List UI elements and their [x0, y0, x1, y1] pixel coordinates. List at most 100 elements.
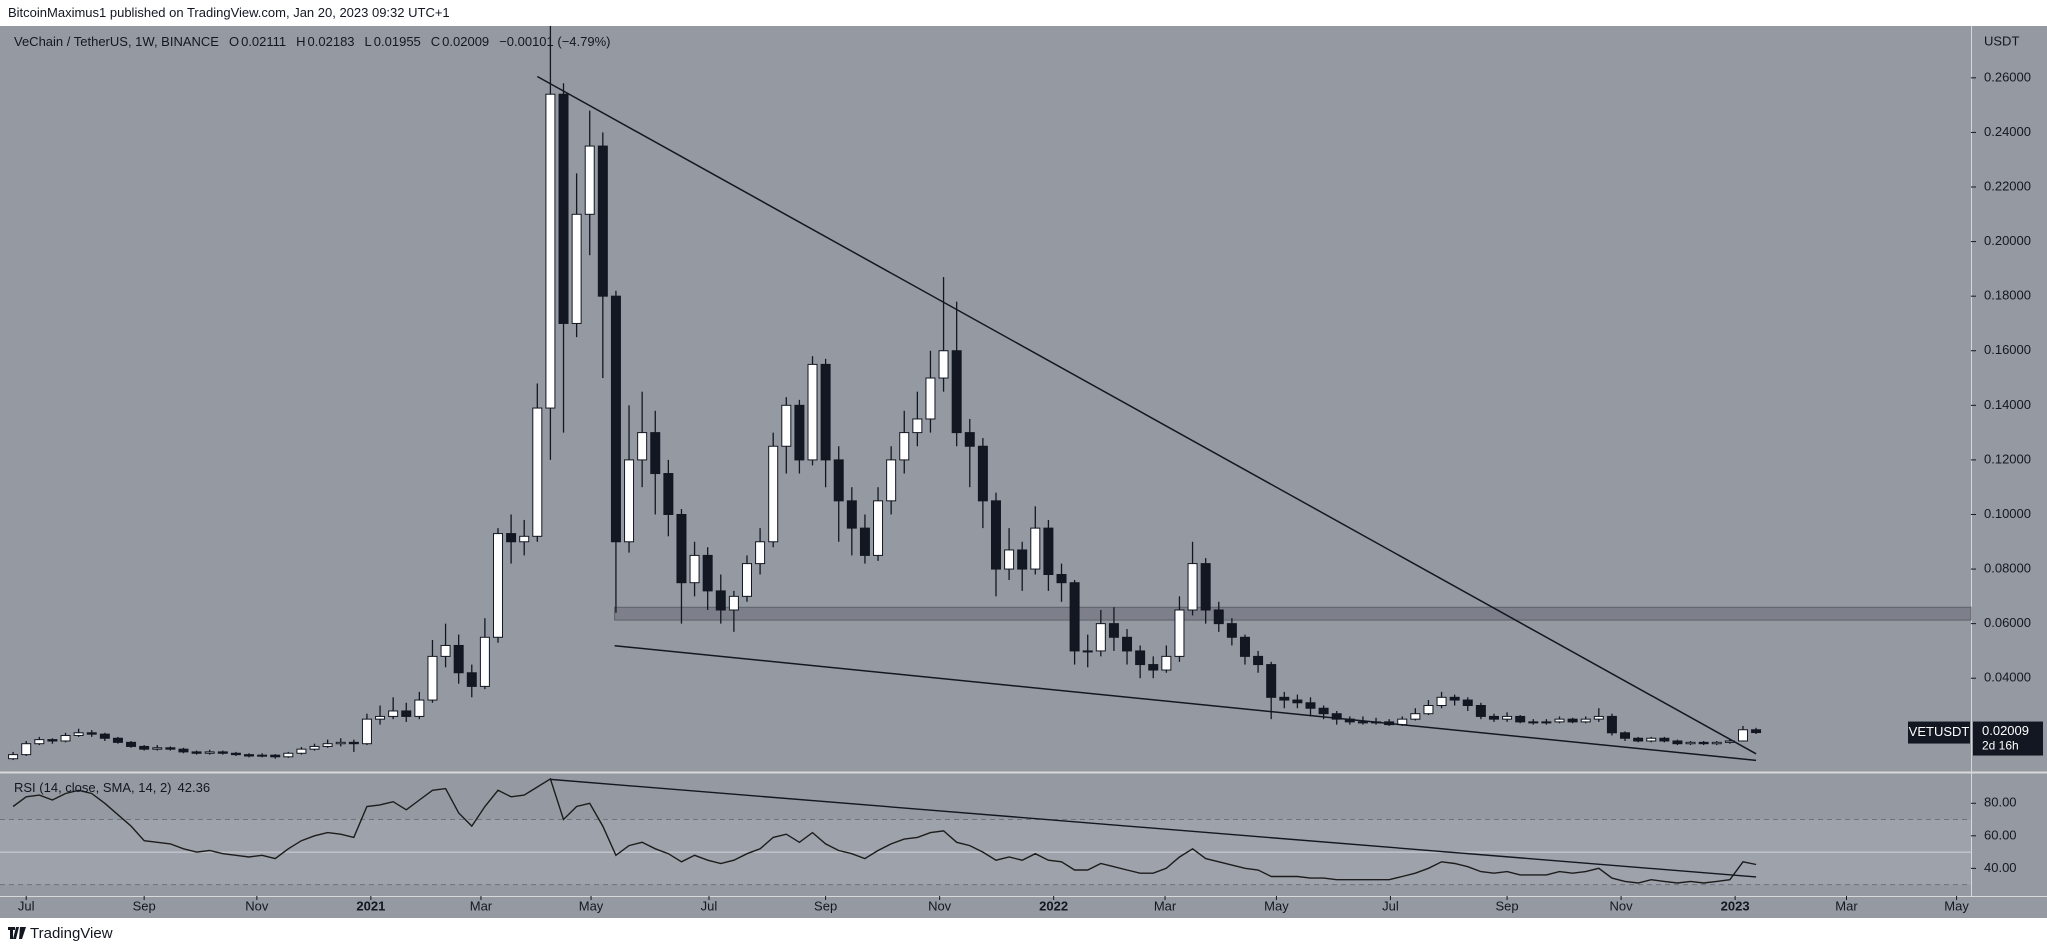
candle-body	[1108, 623, 1119, 638]
candle-body	[977, 445, 988, 502]
legend-key: L	[364, 34, 372, 49]
candle-body	[1528, 721, 1539, 724]
x-tick-label: 2021	[356, 898, 385, 913]
legend-value: 0.01955	[373, 34, 421, 49]
x-tick-label: 2022	[1039, 898, 1068, 913]
candle-body	[676, 513, 687, 584]
candle-body	[296, 748, 307, 754]
candle-body	[1305, 702, 1316, 709]
candle-body	[1318, 707, 1329, 715]
header: BitcoinMaximus1 published on TradingView…	[0, 0, 2047, 26]
candle-body	[1541, 721, 1552, 724]
candle-body	[1659, 737, 1670, 742]
candle-body	[401, 710, 412, 717]
candle-body	[1226, 623, 1237, 638]
candle-body	[60, 735, 71, 742]
candle-body	[1069, 582, 1080, 652]
candle-body	[1475, 705, 1486, 717]
support-zone	[614, 606, 1972, 621]
candle-body	[139, 745, 150, 750]
y-tick-label: 0.16000	[1984, 342, 2031, 357]
candle-body	[243, 754, 254, 757]
candle-body	[1410, 713, 1421, 720]
candle-body	[951, 350, 962, 434]
x-tick-label: Nov	[928, 898, 952, 913]
candle-body	[335, 741, 346, 745]
candle-body	[859, 527, 870, 556]
candle-body	[1685, 741, 1696, 745]
candle-body	[1462, 699, 1473, 707]
candle-body	[47, 739, 58, 742]
legend-key: H	[296, 34, 306, 49]
candle-body	[1488, 715, 1499, 720]
x-tick-label: Jul	[701, 898, 718, 913]
y-tick-label: 0.12000	[1984, 451, 2031, 466]
candle-body	[178, 748, 189, 753]
candle-body	[1174, 609, 1185, 657]
candle-body	[781, 404, 792, 447]
candle-body	[348, 741, 359, 745]
candle-body	[1580, 718, 1591, 723]
candle-body	[1737, 729, 1748, 742]
candle-body	[230, 752, 241, 756]
candle-body	[833, 459, 844, 502]
candle-body	[899, 432, 910, 461]
candle-body	[414, 699, 425, 717]
candle-body	[1056, 574, 1067, 584]
logo	[8, 927, 26, 939]
y-tick-label: 0.18000	[1984, 288, 2031, 303]
candle-body	[1449, 696, 1460, 701]
legend: VeChain / TetherUS, 1W, BINANCE O 0.02111 H…	[14, 34, 612, 49]
candle-body	[1095, 623, 1106, 652]
candle-body	[86, 732, 97, 735]
rsi-title: RSI (14, close, SMA, 14, 2)	[14, 780, 172, 795]
countdown-label: 2d 16h	[1982, 739, 2019, 753]
candle-body	[1082, 650, 1093, 653]
candle-body	[21, 743, 32, 756]
candle-body	[1554, 718, 1565, 723]
legend-value: 0.02009	[442, 34, 490, 49]
y-tick-label: 0.04000	[1984, 670, 2031, 685]
candle-body	[610, 295, 621, 543]
legend-title: VeChain / TetherUS, 1W, BINANCE	[14, 34, 219, 49]
rsi-legend: RSI (14, close, SMA, 14, 2) 42.36	[14, 780, 216, 795]
candle-body	[1161, 655, 1172, 671]
candle-body	[440, 644, 451, 657]
candle-body	[1030, 527, 1041, 570]
rsi-y-tick-label: 60.00	[1984, 827, 2017, 842]
y-tick-label: 0.26000	[1984, 69, 2031, 84]
candle-body	[1646, 737, 1657, 742]
candle-body	[270, 754, 281, 758]
candle-body	[545, 93, 556, 409]
rsi-value: 42.36	[177, 780, 211, 795]
x-tick-label: May	[579, 898, 604, 913]
candle-body	[375, 715, 386, 720]
candle-body	[1135, 650, 1146, 666]
x-tick-label: Mar	[1154, 898, 1177, 913]
candle-body	[1502, 715, 1513, 720]
y-tick-label: 0.20000	[1984, 233, 2031, 248]
candle-body	[1436, 696, 1447, 707]
candle-body	[361, 718, 372, 745]
x-tick-label: Mar	[1835, 898, 1858, 913]
candle-body	[1253, 655, 1264, 666]
y-tick-label: 0.14000	[1984, 397, 2031, 412]
candle-body	[964, 432, 975, 447]
legend-value: 0.02111	[241, 34, 287, 49]
candle-body	[637, 432, 648, 461]
x-tick-label: May	[1264, 898, 1289, 913]
legend-key: C	[430, 34, 441, 49]
candle-body	[1239, 636, 1250, 657]
x-tick-label: Jul	[18, 898, 35, 913]
legend-key: O	[228, 34, 240, 49]
candle-body	[938, 350, 949, 379]
footer-brand: TradingView	[30, 925, 113, 942]
legend-change: −0.00101 (−4.79%)	[499, 34, 611, 49]
candle-body	[1751, 729, 1762, 734]
candle-body	[728, 595, 739, 611]
x-tick-label: Nov	[245, 898, 269, 913]
rsi-y-tick-label: 40.00	[1984, 860, 2017, 875]
candle-body	[492, 533, 503, 638]
